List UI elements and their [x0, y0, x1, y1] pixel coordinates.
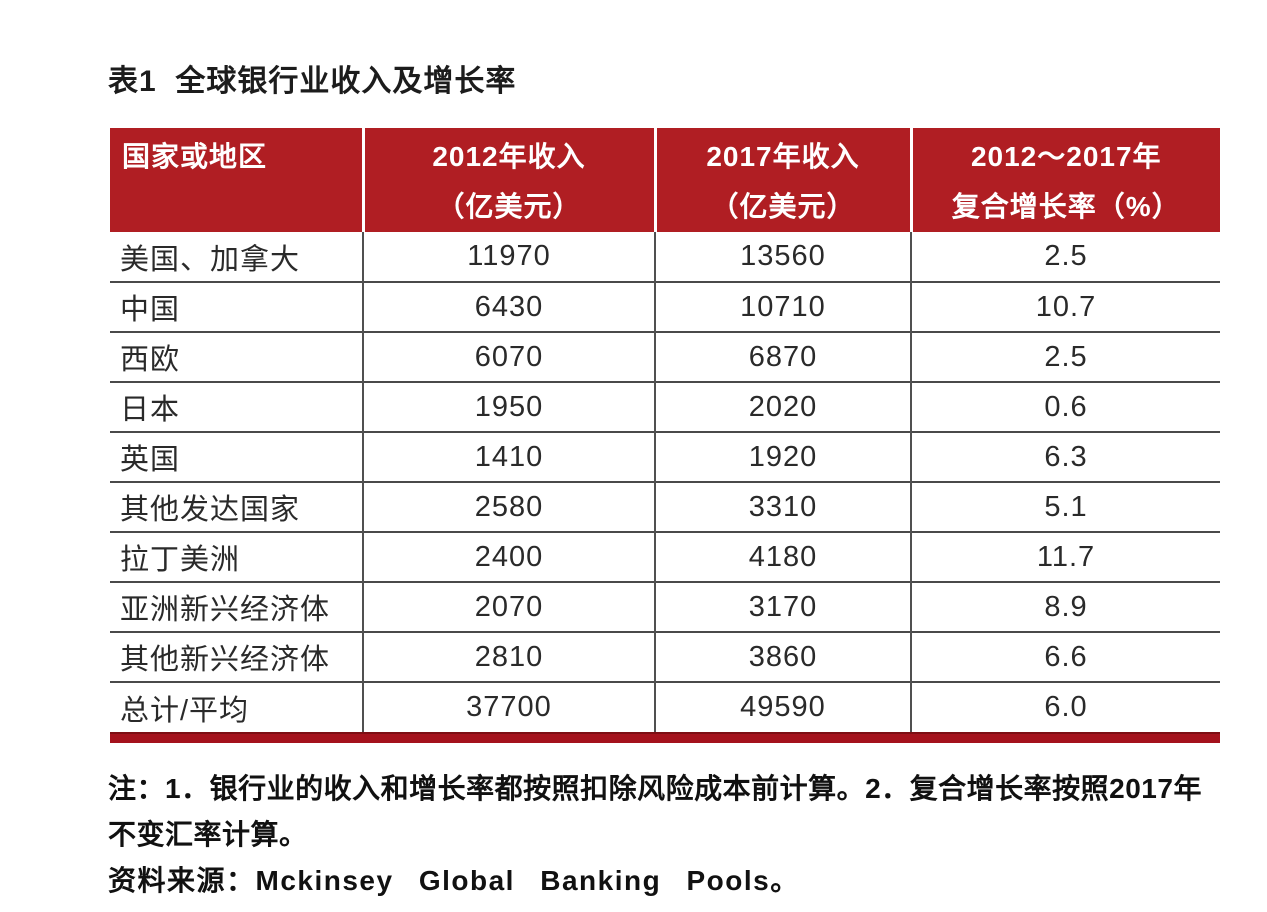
table-row: 其他发达国家 2580 3310 5.1 [110, 481, 1220, 532]
cell-rev2017: 3860 [655, 631, 912, 682]
cell-rev2017: 4180 [655, 531, 912, 582]
cell-rev2012: 11970 [363, 232, 656, 282]
cell-rev2017: 6870 [655, 331, 912, 382]
table-bottom-bar [110, 732, 1220, 743]
cell-rev2017: 2020 [655, 381, 912, 432]
cell-rev2017: 13560 [655, 232, 912, 282]
cell-region: 美国、加拿大 [110, 232, 364, 282]
cell-region: 中国 [110, 281, 364, 332]
cell-region: 英国 [110, 431, 364, 482]
cell-cagr: 0.6 [911, 381, 1220, 432]
table-title: 表1 全球银行业收入及增长率 [108, 65, 517, 98]
cell-rev2012: 6430 [363, 281, 656, 332]
cell-cagr: 6.0 [911, 681, 1220, 732]
cell-region: 总计/平均 [110, 681, 364, 732]
cell-rev2012: 2810 [363, 631, 656, 682]
table-row: 西欧 6070 6870 2.5 [110, 331, 1220, 382]
header-cell-region: 国家或地区 [110, 128, 365, 232]
cell-cagr: 2.5 [911, 331, 1220, 382]
cell-rev2012: 1950 [363, 381, 656, 432]
header-rev2017-line1: 2017年收入 [706, 141, 860, 172]
cell-cagr: 6.6 [911, 631, 1220, 682]
header-rev2017-line2: （亿美元） [710, 191, 856, 222]
cell-rev2012: 2400 [363, 531, 656, 582]
header-cagr-line2: 复合增长率（%） [951, 191, 1181, 222]
banking-revenue-table: 国家或地区 2012年收入 （亿美元） 2017年收入 （亿美元） 2012～2… [110, 128, 1220, 743]
cell-cagr: 2.5 [911, 232, 1220, 282]
footnotes: 注：1．银行业的收入和增长率都按照扣除风险成本前计算。2．复合增长率按照2017… [108, 766, 1228, 904]
source-text: 资料来源：Mckinsey Global Banking Pools。 [108, 865, 800, 896]
cell-rev2017: 1920 [655, 431, 912, 482]
header-cell-rev2012: 2012年收入 （亿美元） [363, 128, 657, 232]
cell-cagr: 8.9 [911, 581, 1220, 632]
header-rev2012-line1: 2012年收入 [432, 141, 586, 172]
cell-rev2012: 6070 [363, 331, 656, 382]
cell-rev2012: 2070 [363, 581, 656, 632]
table-row-total: 总计/平均 37700 49590 6.0 [110, 681, 1220, 732]
cell-region: 其他发达国家 [110, 481, 364, 532]
header-region-line2 [122, 182, 362, 232]
cell-region: 其他新兴经济体 [110, 631, 364, 682]
cell-region: 日本 [110, 381, 364, 432]
cell-rev2012: 2580 [363, 481, 656, 532]
header-region-line1: 国家或地区 [122, 141, 268, 172]
cell-rev2012: 37700 [363, 681, 656, 732]
header-cell-cagr: 2012～2017年 复合增长率（%） [911, 128, 1220, 232]
data-table: 国家或地区 2012年收入 （亿美元） 2017年收入 （亿美元） 2012～2… [110, 128, 1220, 732]
cell-cagr: 5.1 [911, 481, 1220, 532]
cell-rev2012: 1410 [363, 431, 656, 482]
table-row: 日本 1950 2020 0.6 [110, 381, 1220, 432]
header-rev2012-line2: （亿美元） [436, 191, 582, 222]
header-cell-rev2017: 2017年收入 （亿美元） [655, 128, 913, 232]
cell-cagr: 11.7 [911, 531, 1220, 582]
table-row: 美国、加拿大 11970 13560 2.5 [110, 232, 1220, 282]
table-row: 其他新兴经济体 2810 3860 6.6 [110, 631, 1220, 682]
cell-rev2017: 10710 [655, 281, 912, 332]
header-cagr-line1: 2012～2017年 [970, 141, 1162, 172]
cell-region: 拉丁美洲 [110, 531, 364, 582]
table-row: 中国 6430 10710 10.7 [110, 281, 1220, 332]
table-row: 亚洲新兴经济体 2070 3170 8.9 [110, 581, 1220, 632]
cell-rev2017: 3170 [655, 581, 912, 632]
cell-cagr: 10.7 [911, 281, 1220, 332]
cell-cagr: 6.3 [911, 431, 1220, 482]
cell-region: 西欧 [110, 331, 364, 382]
cell-rev2017: 49590 [655, 681, 912, 732]
cell-rev2017: 3310 [655, 481, 912, 532]
table-row: 英国 1410 1920 6.3 [110, 431, 1220, 482]
cell-region: 亚洲新兴经济体 [110, 581, 364, 632]
header-row: 国家或地区 2012年收入 （亿美元） 2017年收入 （亿美元） 2012～2… [110, 128, 1220, 232]
table-row: 拉丁美洲 2400 4180 11.7 [110, 531, 1220, 582]
note-text: 注：1．银行业的收入和增长率都按照扣除风险成本前计算。2．复合增长率按照2017… [108, 773, 1202, 850]
